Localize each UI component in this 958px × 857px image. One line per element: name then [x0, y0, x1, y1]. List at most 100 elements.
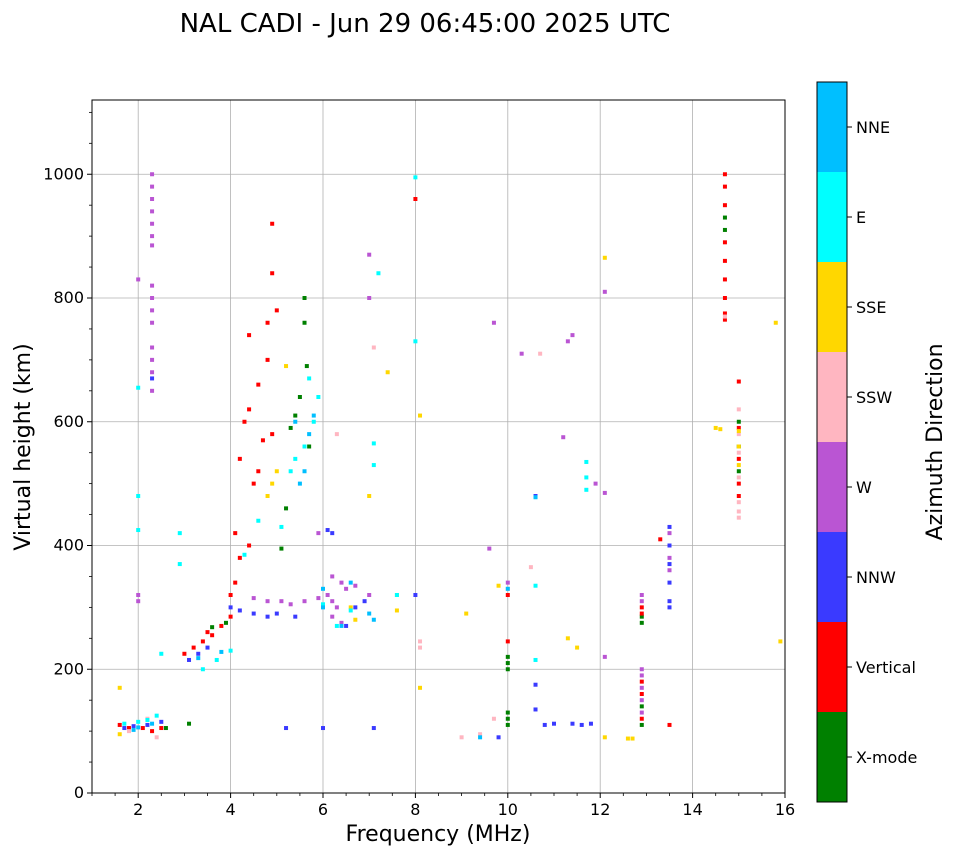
- data-point: [639, 614, 644, 619]
- y-tick-label: 0: [74, 783, 84, 802]
- data-point: [136, 385, 141, 390]
- data-point: [288, 425, 293, 430]
- data-point: [459, 735, 464, 740]
- data-point: [667, 580, 672, 585]
- data-point: [191, 645, 196, 650]
- data-point: [279, 599, 284, 604]
- data-point: [565, 636, 570, 641]
- data-point: [418, 639, 423, 644]
- data-point: [316, 531, 321, 536]
- colorbar-segment: [817, 262, 847, 352]
- data-point: [736, 515, 741, 520]
- data-point: [367, 296, 372, 300]
- data-point: [538, 351, 543, 356]
- data-point: [533, 495, 538, 500]
- data-point: [505, 580, 510, 585]
- data-point: [154, 713, 159, 718]
- data-point: [339, 580, 344, 585]
- colorbar-title: Azimuth Direction: [923, 343, 948, 540]
- data-point: [639, 692, 644, 696]
- data-point: [722, 203, 727, 208]
- data-point: [602, 735, 607, 740]
- data-point: [122, 726, 127, 731]
- data-point: [736, 432, 741, 437]
- data-point: [736, 456, 741, 461]
- data-point: [528, 565, 533, 570]
- series-ssw: [126, 314, 741, 740]
- data-point: [302, 320, 307, 325]
- plot-frame: [91, 99, 786, 794]
- data-point: [150, 376, 155, 381]
- data-point: [639, 667, 644, 672]
- colorbar-segment: [817, 712, 847, 802]
- data-point: [117, 722, 122, 727]
- data-point: [150, 296, 155, 300]
- data-point: [339, 620, 344, 625]
- data-point: [293, 419, 298, 424]
- data-point: [718, 427, 723, 432]
- data-point: [297, 481, 302, 486]
- data-point: [464, 611, 469, 616]
- y-tick-label: 600: [53, 412, 84, 431]
- data-point: [413, 593, 418, 597]
- data-point: [136, 528, 141, 533]
- data-point: [334, 605, 339, 610]
- data-point: [602, 289, 607, 294]
- data-point: [330, 574, 335, 579]
- data-point: [722, 172, 727, 177]
- data-point: [736, 407, 741, 412]
- colorbar-frame: [816, 81, 848, 803]
- colorbar-segment: [817, 532, 847, 622]
- data-point: [251, 481, 256, 486]
- data-point: [667, 524, 672, 529]
- data-point: [145, 717, 150, 722]
- data-point: [117, 685, 122, 690]
- data-point: [371, 345, 376, 350]
- data-point: [570, 333, 575, 338]
- y-tick-label: 200: [53, 659, 84, 678]
- series-nnw: [122, 376, 672, 740]
- y-tick-label: 1000: [43, 164, 84, 183]
- data-point: [584, 475, 589, 480]
- data-point: [265, 614, 270, 619]
- data-point: [150, 209, 155, 214]
- data-point: [265, 599, 270, 604]
- x-tick-label: 16: [775, 800, 795, 819]
- data-point: [154, 735, 159, 740]
- data-point: [325, 593, 330, 597]
- data-point: [722, 258, 727, 263]
- data-point: [136, 277, 141, 282]
- data-point: [736, 494, 741, 498]
- data-point: [334, 432, 339, 437]
- data-point: [136, 719, 141, 724]
- data-point: [584, 459, 589, 464]
- data-point: [519, 351, 524, 356]
- data-point: [722, 277, 727, 282]
- series-nne: [131, 413, 538, 740]
- data-point: [270, 481, 275, 486]
- data-point: [667, 722, 672, 727]
- data-point: [279, 524, 284, 529]
- data-point: [205, 630, 210, 635]
- data-point: [150, 345, 155, 350]
- data-point: [533, 682, 538, 687]
- x-tick-label: 10: [498, 800, 518, 819]
- data-point: [260, 438, 265, 443]
- data-point: [602, 490, 607, 495]
- data-point: [150, 388, 155, 393]
- data-point: [159, 719, 164, 724]
- data-point: [150, 370, 155, 375]
- y-axis: 0 200 400 600 800 1000: [43, 111, 92, 802]
- data-point: [150, 197, 155, 201]
- data-point: [602, 255, 607, 260]
- data-point: [311, 413, 316, 418]
- data-point: [371, 617, 376, 622]
- data-point: [639, 716, 644, 721]
- data-point: [413, 175, 418, 180]
- x-tick-label: 6: [318, 800, 328, 819]
- data-point: [736, 444, 741, 449]
- data-point: [639, 710, 644, 715]
- data-point: [639, 685, 644, 690]
- series-x-mode: [163, 215, 741, 731]
- data-point: [552, 721, 556, 726]
